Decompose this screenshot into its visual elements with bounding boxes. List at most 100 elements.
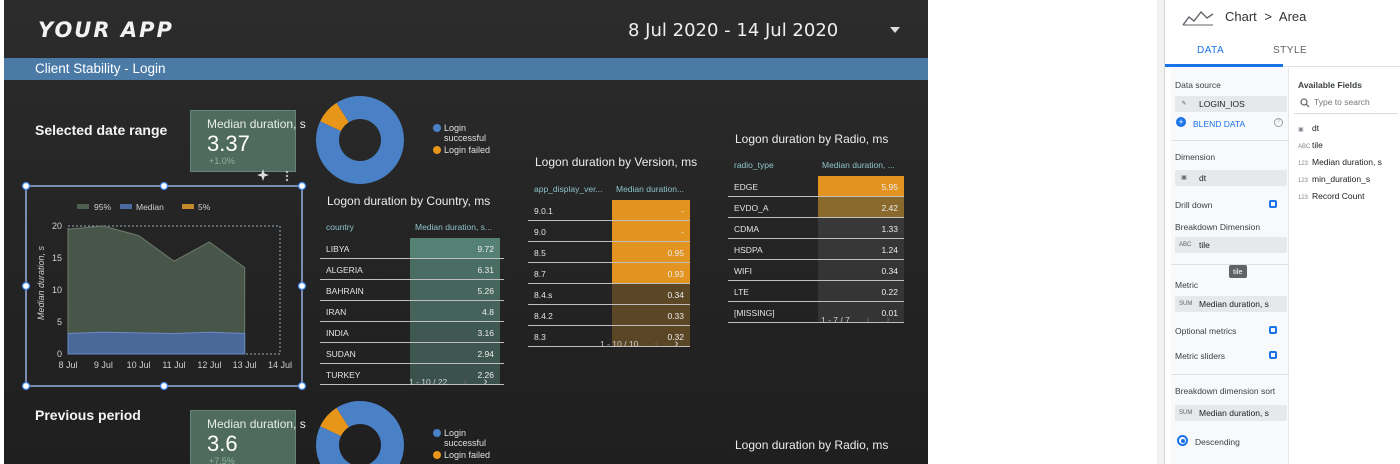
radio-table-title: Logon duration by Radio, ms	[735, 132, 889, 146]
breadcrumb-type[interactable]: Area	[1278, 9, 1307, 24]
table-row[interactable]: TURKEY 2.26	[320, 364, 504, 385]
field-item-tile[interactable]: ABC tile	[1298, 140, 1323, 150]
table-row[interactable]: LTE 0.22	[728, 281, 904, 302]
area-chart[interactable]: 95% Median 5% Median duration, s 20 15 10 5…	[18, 180, 310, 392]
tab-style[interactable]: STYLE	[1273, 45, 1308, 56]
scorecard-selected[interactable]: Median duration, s 3.37 +1.0%	[190, 110, 306, 172]
cell-name: EDGE	[734, 182, 759, 192]
area-chart-icon	[1182, 10, 1214, 26]
dimension-chip[interactable]: ▣ dt	[1175, 170, 1287, 186]
breadcrumb-chart[interactable]: Chart	[1225, 9, 1257, 24]
divider	[1171, 374, 1289, 375]
field-item-min-duration[interactable]: 123 min_duration_s	[1298, 174, 1371, 184]
table-row[interactable]: INDIA 3.16	[320, 322, 504, 343]
x-tick-label: 13 Jul	[233, 360, 257, 370]
cell-name: SUDAN	[326, 349, 356, 359]
toggle-icon[interactable]	[1269, 326, 1277, 334]
calendar-icon: ▣	[1298, 127, 1304, 133]
next-page-icon[interactable]: ›	[886, 314, 890, 326]
cell-value: 0.32	[667, 332, 684, 342]
table-row[interactable]: LIBYA 9.72	[320, 238, 504, 259]
sort-order-label: Descending	[1195, 437, 1240, 447]
breadcrumb-sep: >	[1264, 9, 1273, 24]
resize-handles[interactable]	[21, 181, 307, 391]
table-row[interactable]: 8.7 0.93	[528, 263, 690, 284]
add-icon[interactable]: +	[1176, 117, 1186, 127]
toggle-icon[interactable]	[1269, 351, 1277, 359]
blend-data-button[interactable]: BLEND DATA	[1193, 119, 1246, 129]
legend-label-success: Login successful	[444, 428, 487, 448]
breakdown-chip[interactable]: ABC tile	[1175, 237, 1287, 253]
cell-value: 0.93	[667, 269, 684, 279]
table-row[interactable]: BAHRAIN 5.26	[320, 280, 504, 301]
radio-table-title-previous: Logon duration by Radio, ms	[735, 438, 889, 452]
help-icon[interactable]: ?	[1274, 118, 1283, 127]
radio-descending-icon[interactable]	[1177, 435, 1188, 446]
date-range-control[interactable]: 8 Jul 2020 - 14 Jul 2020	[628, 20, 839, 41]
next-page-icon[interactable]: ›	[674, 338, 679, 350]
col-header-value[interactable]: Median duration...	[616, 184, 685, 194]
heat-cell	[612, 200, 690, 220]
table-row[interactable]: CDMA 1.33	[728, 218, 904, 239]
more-vert-icon[interactable]	[284, 170, 290, 182]
field-search-input[interactable]	[1314, 95, 1398, 109]
number-icon: 123	[1298, 178, 1309, 184]
table-row[interactable]: 8.5 0.95	[528, 242, 690, 263]
col-header-name[interactable]: app_display_ver...	[534, 184, 603, 194]
scorecard-previous[interactable]: Median duration, s 3.6 +7.5%	[190, 410, 306, 464]
toggle-icon[interactable]	[1269, 200, 1277, 208]
col-header-value[interactable]: Median duration, ...	[822, 160, 895, 170]
sparkle-icon[interactable]	[256, 168, 270, 182]
field-item-dt[interactable]: ▣ dt	[1298, 123, 1320, 133]
donut-chart-selected[interactable]	[315, 95, 405, 185]
donut-chart-previous[interactable]	[315, 400, 405, 464]
table-row[interactable]: 9.0.1 -	[528, 200, 690, 221]
col-header-name[interactable]: country	[326, 222, 354, 232]
cell-value: 2.94	[477, 349, 494, 359]
prev-page-icon[interactable]: ‹	[654, 338, 659, 350]
heat-cell	[818, 239, 904, 259]
table-row[interactable]: HSDPA 1.24	[728, 239, 904, 260]
table-row[interactable]: IRAN 4.8	[320, 301, 504, 322]
data-source-chip[interactable]: ✎ LOGIN_IOS	[1175, 96, 1287, 112]
caret-down-icon[interactable]	[890, 27, 900, 33]
available-fields-label: Available Fields	[1298, 80, 1362, 90]
cell-name: LIBYA	[326, 244, 350, 254]
area-series-1	[67, 331, 246, 355]
table-row[interactable]: [MISSING] 0.01	[728, 302, 904, 323]
cell-name: 9.0.1	[534, 206, 553, 216]
metric-chip[interactable]: SUM Median duration, s	[1175, 296, 1287, 312]
table-row[interactable]: EVDO_A 2.42	[728, 197, 904, 218]
field-item-record-count[interactable]: 123 Record Count	[1298, 191, 1365, 201]
legend-dot-success	[433, 124, 441, 132]
divider	[1171, 140, 1289, 141]
version-table-pager: 1 - 10 / 10 ‹ ›	[600, 338, 678, 350]
field-item-median[interactable]: 123 Median duration, s	[1298, 157, 1382, 167]
tab-data[interactable]: DATA	[1197, 45, 1225, 56]
col-header-value[interactable]: Median duration, s...	[415, 222, 493, 232]
heat-cell	[410, 280, 500, 300]
cell-value: 9.72	[477, 244, 494, 254]
table-row[interactable]: EDGE 5.95	[728, 176, 904, 197]
table-row[interactable]: SUDAN 2.94	[320, 343, 504, 364]
table-row[interactable]: WIFI 0.34	[728, 260, 904, 281]
legend-label-failed: Login failed	[444, 145, 491, 155]
sort-metric-chip[interactable]: SUM Median duration, s	[1175, 405, 1287, 421]
table-row[interactable]: ALGERIA 6.31	[320, 259, 504, 280]
legend-dot-success	[433, 429, 441, 437]
search-icon	[1300, 98, 1310, 108]
resize-handle	[21, 181, 31, 191]
cell-value: 5.26	[477, 286, 494, 296]
panel-gutter	[1157, 0, 1164, 464]
table-row[interactable]: 8.3 0.32	[528, 326, 690, 347]
prev-page-icon[interactable]: ‹	[866, 314, 870, 326]
table-row[interactable]: 9.0 -	[528, 221, 690, 242]
table-row[interactable]: 8.4.2 0.33	[528, 305, 690, 326]
col-header-name[interactable]: radio_type	[734, 160, 774, 170]
radio-table-pager: 1 - 7 / 7 ‹ ›	[821, 314, 890, 326]
y-axis-label: Median duration, s	[36, 245, 46, 320]
prev-page-icon[interactable]: ‹	[463, 376, 468, 388]
table-row[interactable]: 8.4.s 0.34	[528, 284, 690, 305]
cell-name: BAHRAIN	[326, 286, 364, 296]
next-page-icon[interactable]: ›	[483, 376, 488, 388]
